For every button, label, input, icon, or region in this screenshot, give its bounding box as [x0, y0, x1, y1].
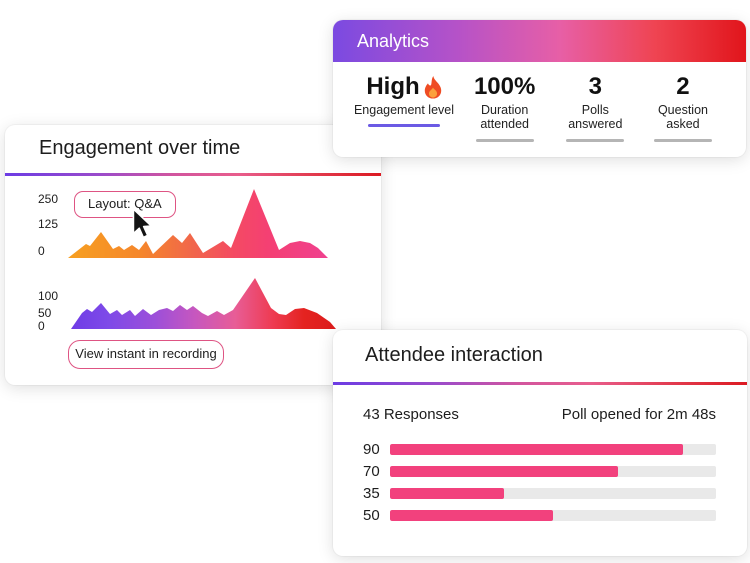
stat-underline-gray — [566, 138, 625, 142]
stat-value-text: High — [366, 73, 420, 100]
gradient-divider — [5, 173, 381, 176]
bar-label: 70 — [363, 462, 380, 480]
bar-label: 90 — [363, 440, 380, 458]
stat-value: 2 — [676, 73, 690, 100]
bar-track — [390, 487, 716, 499]
chart2-ytick-0: 0 — [38, 319, 45, 333]
chart1-ytick-0: 0 — [38, 244, 45, 258]
stat-value: High — [353, 74, 455, 100]
layout-qa-tooltip[interactable]: Layout: Q&A — [74, 191, 176, 218]
bar-label: 50 — [363, 506, 380, 524]
bar-row: 70 — [363, 462, 716, 480]
chart1-ytick-125: 125 — [38, 217, 59, 231]
poll-open-duration: Poll opened for 2m 48s — [561, 406, 716, 423]
stat-duration-attended: 100% Duration attended — [459, 74, 551, 142]
bar-row: 50 — [363, 506, 716, 524]
stat-value: 3 — [588, 73, 602, 100]
engagement-card-title: Engagement over time — [39, 137, 241, 159]
analytics-title: Analytics — [357, 31, 430, 51]
view-instant-in-recording-button[interactable]: View instant in recording — [68, 340, 224, 369]
analytics-header: Analytics — [333, 20, 746, 62]
bar-fill — [390, 465, 619, 477]
responses-count: 43 Responses — [363, 406, 459, 423]
poll-bar-chart: 90 70 35 50 — [363, 440, 716, 531]
poll-meta-row: 43 Responses Poll opened for 2m 48s — [363, 406, 716, 423]
bar-track — [390, 465, 716, 477]
chart1-ytick-250: 250 — [38, 192, 59, 206]
area-series-lower — [71, 278, 336, 329]
stat-underline-gray — [653, 138, 712, 142]
bar-fill — [390, 509, 553, 521]
bar-fill — [390, 443, 684, 455]
bar-fill — [390, 487, 505, 499]
stat-label: Question asked — [657, 103, 708, 132]
stat-label: Polls answered — [568, 103, 623, 132]
stat-label: Duration attended — [480, 103, 529, 132]
flame-icon — [424, 75, 441, 99]
stat-question-asked: 2 Question asked — [640, 74, 726, 142]
chart2-ytick-100: 100 — [38, 289, 59, 303]
stat-polls-answered: 3 Polls answered — [554, 74, 636, 142]
chart2-ytick-50: 50 — [38, 306, 52, 320]
stat-underline-gray — [475, 138, 534, 142]
stat-underline-purple — [368, 124, 440, 128]
analytics-stats-row: High Engagement level 100% Duration atte… — [333, 62, 746, 142]
attendee-card-title: Attendee interaction — [365, 344, 543, 366]
attendee-interaction-card: Attendee interaction 43 Responses Poll o… — [333, 330, 747, 556]
stat-label: Engagement level — [353, 103, 455, 117]
mouse-cursor-icon — [132, 208, 153, 239]
bar-track — [390, 443, 716, 455]
bar-row: 35 — [363, 484, 716, 502]
engagement-area-chart-lower — [71, 278, 336, 329]
bar-track — [390, 509, 716, 521]
analytics-card: Analytics High Engagement level 100% Dur… — [333, 20, 746, 157]
stat-value: 100% — [473, 73, 536, 100]
bar-label: 35 — [363, 484, 380, 502]
stat-engagement-level: High Engagement level — [353, 74, 455, 142]
engagement-area-chart-upper — [68, 189, 328, 258]
gradient-divider — [333, 382, 747, 385]
area-series-upper — [68, 189, 328, 258]
bar-row: 90 — [363, 440, 716, 458]
engagement-over-time-card: Engagement over time 250 125 0 Layout: Q… — [5, 125, 381, 385]
